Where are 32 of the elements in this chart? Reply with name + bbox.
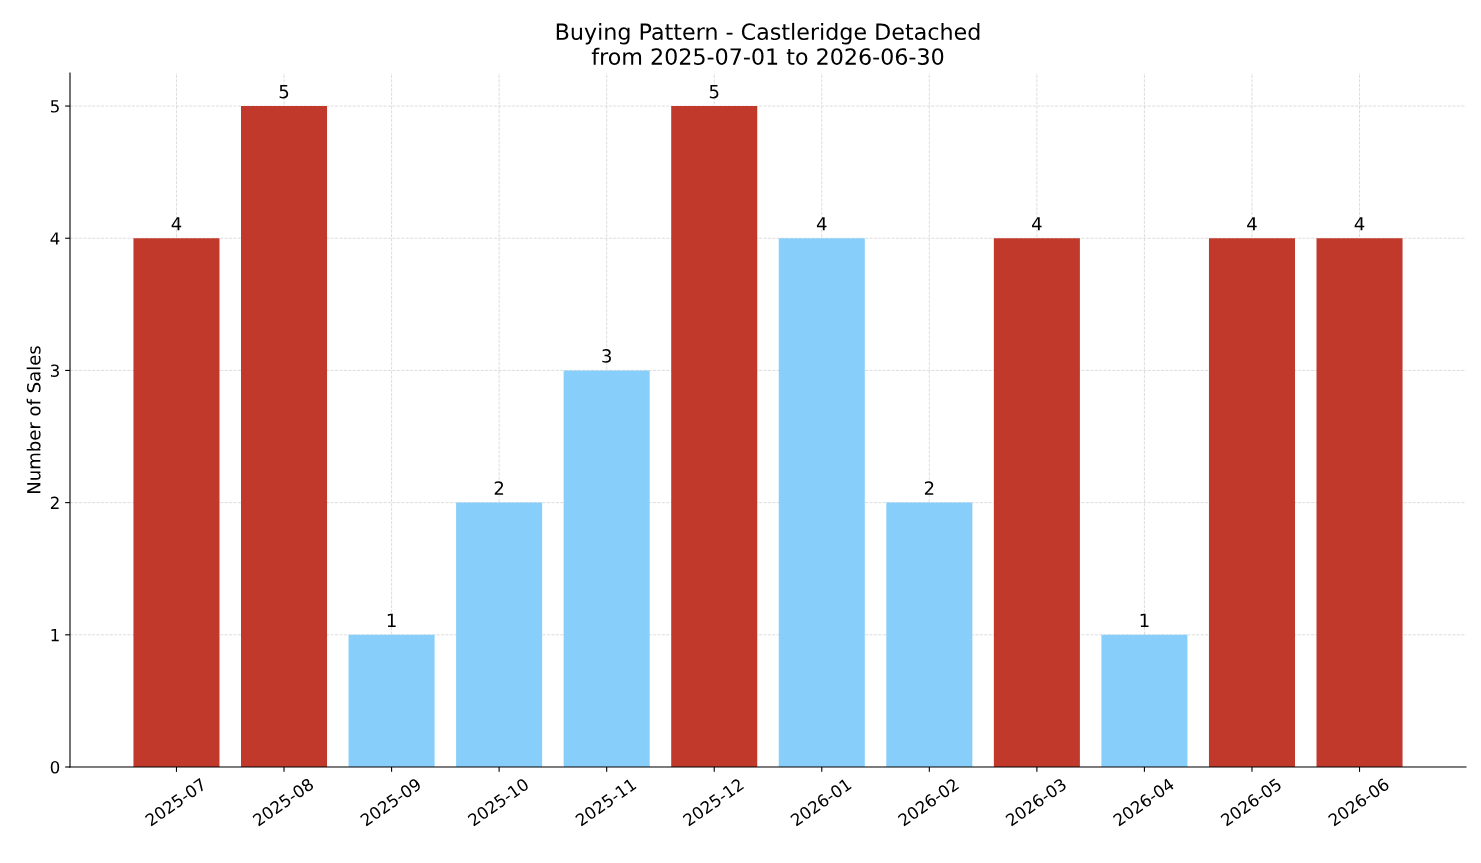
- y-tick-label: 3: [50, 364, 59, 377]
- chart-title: Buying Pattern - Castleridge Detached from 2025-07-01 to 2026-06-30: [556, 22, 980, 65]
- data-label: 4: [1354, 217, 1365, 231]
- y-tick-label: 4: [50, 232, 60, 245]
- data-label: 1: [387, 613, 396, 627]
- y-tick-label: 5: [50, 100, 59, 113]
- data-label: 4: [816, 217, 827, 231]
- y-axis-title: Number of Sales: [26, 346, 41, 493]
- bar: [778, 238, 865, 767]
- bar: [241, 106, 328, 767]
- bar: [886, 502, 973, 767]
- y-tick-label: 1: [51, 628, 59, 642]
- bar: [456, 502, 543, 767]
- data-label: 4: [1032, 217, 1042, 231]
- bar: [1208, 238, 1295, 767]
- data-label: 1: [1140, 613, 1149, 627]
- data-label: 5: [709, 84, 719, 99]
- data-label: 4: [1247, 217, 1257, 231]
- data-label: 4: [171, 217, 182, 231]
- bar: [993, 238, 1080, 767]
- data-label: 3: [602, 349, 611, 363]
- data-label: 5: [279, 84, 289, 99]
- y-tick-label: 0: [50, 760, 60, 774]
- y-tick-label: 2: [50, 496, 59, 509]
- data-label: 2: [924, 481, 934, 495]
- bar: [563, 370, 650, 767]
- bar: [1101, 634, 1188, 767]
- bar: [671, 106, 758, 767]
- data-label: 2: [494, 481, 504, 495]
- bar: [1316, 238, 1403, 767]
- bar: [133, 238, 220, 767]
- bar: [348, 634, 435, 767]
